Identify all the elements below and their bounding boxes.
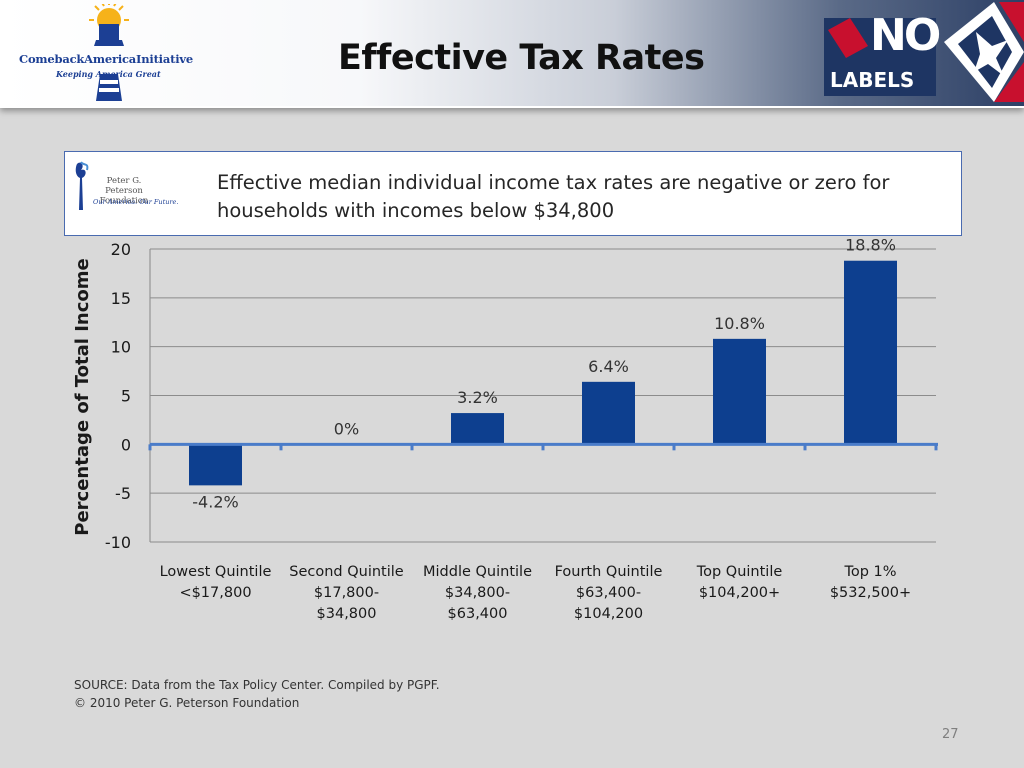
y-tick-label: 20	[111, 240, 131, 259]
x-tick-label: Lowest Quintile	[160, 564, 272, 580]
bar	[713, 338, 766, 445]
x-tick-label: $17,800-	[314, 585, 379, 601]
x-tick-label: Middle Quintile	[423, 564, 532, 580]
data-label: 18.8%	[845, 236, 896, 255]
no-labels-logo-no: NO	[870, 10, 941, 61]
bars	[148, 260, 938, 486]
x-tick-label: $104,200	[574, 606, 643, 622]
y-tick-label: 10	[111, 338, 131, 357]
x-tick-label: Second Quintile	[289, 564, 404, 580]
grid-lines	[149, 248, 936, 543]
pgpf-logo-tagline: Our America. Our Future.	[93, 198, 179, 206]
no-labels-logo-icon	[824, 2, 1024, 102]
bar	[189, 444, 242, 486]
y-tick-label: 15	[111, 289, 131, 308]
x-tick-label: $34,800	[317, 606, 377, 622]
data-label: 10.8%	[714, 314, 765, 333]
data-label: 3.2%	[457, 388, 498, 407]
x-tick-label: Top Quintile	[696, 564, 783, 580]
bar	[451, 413, 504, 445]
y-tick-label: -10	[105, 533, 131, 552]
bar	[582, 381, 635, 445]
data-label: -4.2%	[192, 492, 238, 511]
header-bar: ComebackAmericaInitiative Keeping Americ…	[0, 0, 1024, 108]
y-tick-label: 0	[121, 435, 131, 454]
chart-headline: Effective median individual income tax r…	[217, 171, 890, 222]
cai-logo-name: ComebackAmericaInitiative	[19, 52, 193, 66]
data-label: 6.4%	[588, 357, 629, 376]
y-axis-title: Percentage of Total Income	[72, 258, 93, 536]
torch-logo-icon	[75, 161, 89, 210]
y-tick-label: 5	[121, 387, 131, 406]
x-tick-label: $63,400	[448, 606, 508, 622]
labels: 20 15 10 5 0 -5 -10 -4.2% Lowest Quintile <$17,80…	[105, 236, 911, 622]
x-tick-label: $63,400-	[576, 585, 641, 601]
slide-title: Effective Tax Rates	[338, 38, 705, 78]
page-number: 27	[942, 727, 959, 742]
x-tick-label: $104,200+	[699, 585, 780, 601]
x-tick-label: <$17,800	[179, 585, 251, 601]
x-tick-label: Fourth Quintile	[555, 564, 663, 580]
data-label: 0%	[334, 419, 359, 438]
lighthouse-logo-icon	[89, 4, 129, 101]
cai-logo-tagline: Keeping America Great	[56, 69, 161, 79]
x-tick-label: $532,500+	[830, 585, 911, 601]
no-labels-logo-labels: LABELS	[830, 68, 915, 92]
y-tick-label: -5	[115, 484, 131, 503]
pgpf-logo-name: Peter G. Peterson Foundation	[99, 176, 149, 206]
source-note: SOURCE: Data from the Tax Policy Center.…	[74, 676, 440, 712]
bar	[844, 260, 897, 445]
source-line: SOURCE: Data from the Tax Policy Center.…	[74, 678, 440, 692]
headline-panel: Peter G. Peterson Foundation Our America…	[64, 151, 962, 236]
x-tick-label: $34,800-	[445, 585, 510, 601]
x-tick-label: Top 1%	[843, 564, 896, 580]
copyright-line: © 2010 Peter G. Peterson Foundation	[74, 696, 300, 710]
